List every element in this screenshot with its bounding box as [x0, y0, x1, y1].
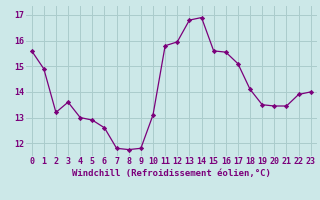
X-axis label: Windchill (Refroidissement éolien,°C): Windchill (Refroidissement éolien,°C)	[72, 169, 271, 178]
